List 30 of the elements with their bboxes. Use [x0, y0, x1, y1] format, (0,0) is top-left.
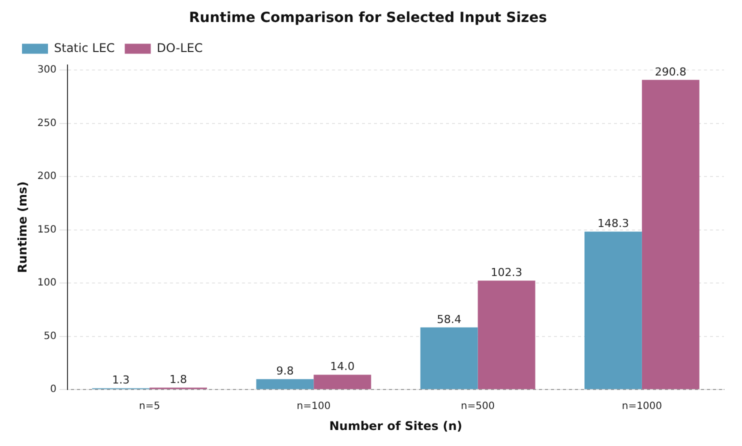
- text: 1.3: [112, 374, 130, 387]
- x-tick-label: n=1000: [622, 401, 662, 412]
- text: 290.8: [654, 65, 686, 78]
- y-tick-label: 200: [37, 171, 56, 182]
- x-tick-label: n=500: [460, 401, 495, 412]
- x-tick-label: n=5: [139, 401, 160, 412]
- y-tick-label: 150: [37, 224, 56, 236]
- y-axis-title: Runtime (ms): [15, 181, 30, 274]
- legend-label: DO-LEC: [156, 40, 203, 55]
- x-axis-title: Number of Sites (n): [329, 418, 462, 433]
- bar: [420, 327, 478, 390]
- bar: [256, 379, 314, 390]
- text: 102.3: [490, 266, 522, 280]
- chart-title: Runtime Comparison for Selected Input Sizes: [189, 10, 547, 26]
- text: 148.3: [597, 217, 629, 230]
- text: 14.0: [330, 360, 355, 374]
- bar: [478, 280, 536, 390]
- text: 1.8: [170, 373, 188, 386]
- y-tick-label: 300: [37, 64, 56, 76]
- bar: [314, 374, 372, 390]
- text: 58.4: [436, 312, 462, 326]
- bar: [584, 232, 642, 390]
- x-tick-label: n=100: [296, 401, 331, 412]
- y-tick-label: 250: [37, 118, 56, 129]
- y-tick-label: 100: [37, 278, 56, 289]
- bar: [642, 80, 700, 390]
- text: 9.8: [276, 364, 294, 378]
- y-tick-label: 50: [44, 330, 56, 342]
- legend-label: Static LEC: [54, 40, 115, 55]
- y-tick-label: 0: [50, 384, 56, 396]
